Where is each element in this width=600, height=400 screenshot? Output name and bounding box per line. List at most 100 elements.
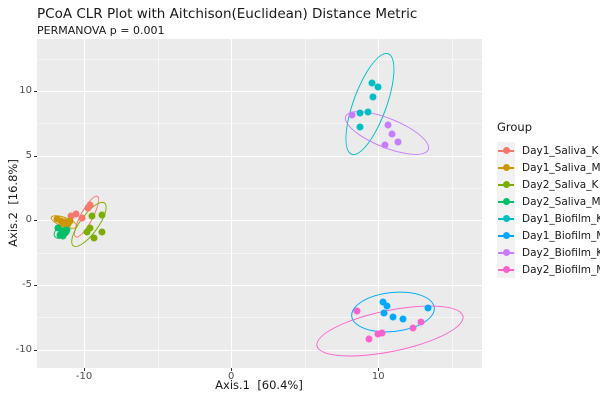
gridline-x-minor: [451, 39, 453, 368]
legend-item-label: Day1_Biofilm_K: [522, 212, 600, 225]
point-Day1_Biofilm_M: [383, 302, 391, 310]
point-Day1_Saliva_K: [78, 214, 86, 222]
point-Day2_Biofilm_K: [388, 130, 396, 138]
x-tick-label: -10: [75, 371, 93, 382]
legend-item-label: Day1_Saliva_K: [522, 144, 599, 157]
legend-item-label: Day2_Saliva_K: [522, 178, 599, 191]
gridline-y-major: [37, 155, 482, 157]
legend-key-dot-icon: [502, 232, 510, 239]
point-Day1_Biofilm_K: [364, 108, 372, 116]
gridline-x-major: [378, 39, 380, 368]
legend-item-label: Day1_Saliva_M: [522, 161, 600, 174]
gridline-y-major: [37, 349, 482, 351]
gridline-y-minor: [37, 252, 482, 254]
point-Day2_Saliva_K: [86, 224, 94, 232]
y-axis-title: Axis.2 [16.8%]: [6, 159, 20, 247]
gridline-x-major: [231, 39, 233, 368]
point-Day2_Biofilm_K: [394, 138, 402, 146]
point-Day1_Saliva_M: [66, 217, 74, 225]
point-Day2_Saliva_K: [83, 228, 91, 236]
legend-key-dot-icon: [502, 249, 510, 256]
legend-key-dot-icon: [502, 147, 510, 154]
legend-item-label: Day2_Biofilm_K: [522, 246, 600, 259]
legend-key-icon: [497, 227, 515, 244]
y-tick-label: 10: [19, 85, 32, 97]
point-Day1_Biofilm_M: [389, 313, 397, 321]
point-Day2_Saliva_K: [88, 212, 96, 220]
point-Day2_Saliva_M: [54, 224, 62, 232]
x-tick-label: 10: [371, 371, 385, 382]
point-Day2_Biofilm_M: [417, 318, 425, 326]
legend-item-Day2_Biofilm_M: Day2_Biofilm_M: [497, 261, 600, 278]
point-Day1_Biofilm_K: [356, 109, 364, 117]
plot-title: PCoA CLR Plot with Aitchison(Euclidean) …: [37, 6, 418, 22]
legend-key-icon: [497, 193, 515, 210]
point-Day2_Biofilm_M: [409, 324, 417, 332]
legend-key-icon: [497, 159, 515, 176]
gridline-y-minor: [37, 317, 482, 318]
point-Day2_Saliva_K: [98, 228, 106, 236]
x-axis-title: Axis.1 [60.4%]: [215, 378, 303, 392]
legend-key-icon: [497, 210, 515, 227]
point-Day1_Saliva_K: [67, 212, 75, 220]
y-tick-label: -10: [15, 343, 32, 355]
point-Day1_Biofilm_K: [369, 93, 377, 101]
legend-key-icon: [497, 244, 515, 261]
legend-key-dot-icon: [502, 164, 510, 171]
point-Day2_Biofilm_M: [365, 335, 373, 343]
plot-panel: [37, 39, 482, 368]
point-Day2_Biofilm_K: [348, 111, 356, 119]
point-Day1_Biofilm_M: [380, 309, 388, 317]
legend: Group Day1_Saliva_K Day1_Saliva_M Day2_Sal…: [497, 120, 600, 278]
legend-key-dot-icon: [502, 266, 510, 273]
legend-key-icon: [497, 142, 515, 159]
point-Day1_Saliva_K: [84, 204, 92, 212]
legend-items: Day1_Saliva_K Day1_Saliva_M Day2_Saliva_K D…: [497, 142, 600, 278]
x-tick-label: 0: [227, 371, 235, 382]
legend-item-Day2_Saliva_K: Day2_Saliva_K: [497, 176, 600, 193]
legend-item-label: Day1_Biofilm_M: [522, 229, 600, 242]
legend-item-Day1_Biofilm_K: Day1_Biofilm_K: [497, 210, 600, 227]
legend-title: Group: [497, 120, 533, 134]
point-Day1_Biofilm_M: [379, 298, 387, 306]
point-Day1_Biofilm_M: [424, 304, 432, 312]
legend-item-Day1_Saliva_K: Day1_Saliva_K: [497, 142, 600, 159]
legend-item-Day2_Biofilm_K: Day2_Biofilm_K: [497, 244, 600, 261]
legend-key-icon: [497, 261, 515, 278]
legend-item-Day1_Saliva_M: Day1_Saliva_M: [497, 159, 600, 176]
point-Day2_Biofilm_M: [353, 307, 361, 315]
y-tick-mark: [34, 284, 37, 286]
plot-subtitle: PERMANOVA p = 0.001: [37, 24, 165, 37]
point-Day1_Saliva_K: [72, 210, 80, 218]
gridline-x-minor: [304, 39, 306, 368]
point-Day1_Biofilm_K: [368, 79, 376, 87]
point-Day1_Saliva_M: [59, 220, 67, 228]
point-Day2_Biofilm_M: [374, 330, 382, 338]
y-tick-mark: [34, 91, 37, 93]
point-Day1_Biofilm_K: [356, 123, 364, 131]
legend-item-Day1_Biofilm_M: Day1_Biofilm_M: [497, 227, 600, 244]
point-Day2_Biofilm_K: [384, 121, 392, 129]
gridline-y-minor: [37, 187, 482, 189]
point-Day1_Biofilm_K: [374, 83, 382, 91]
gridline-x-minor: [157, 39, 159, 368]
legend-item-Day2_Saliva_M: Day2_Saliva_M: [497, 193, 600, 210]
legend-key-icon: [497, 176, 515, 193]
point-Day1_Biofilm_M: [399, 315, 407, 323]
x-tick-mark: [84, 368, 86, 371]
legend-item-label: Day2_Biofilm_M: [522, 263, 600, 276]
point-Day2_Saliva_K: [98, 211, 106, 219]
x-tick-mark: [378, 368, 380, 371]
point-Day2_Saliva_K: [90, 234, 98, 242]
x-tick-mark: [231, 368, 233, 371]
y-tick-label: 0: [25, 214, 32, 226]
legend-item-label: Day2_Saliva_M: [522, 195, 600, 208]
legend-key-dot-icon: [502, 198, 510, 205]
y-tick-label: 5: [25, 149, 32, 161]
y-tick-mark: [34, 349, 37, 351]
y-tick-mark: [34, 155, 37, 157]
legend-key-dot-icon: [502, 181, 510, 188]
point-Day1_Saliva_M: [53, 215, 61, 223]
gridline-y-major: [37, 284, 482, 287]
